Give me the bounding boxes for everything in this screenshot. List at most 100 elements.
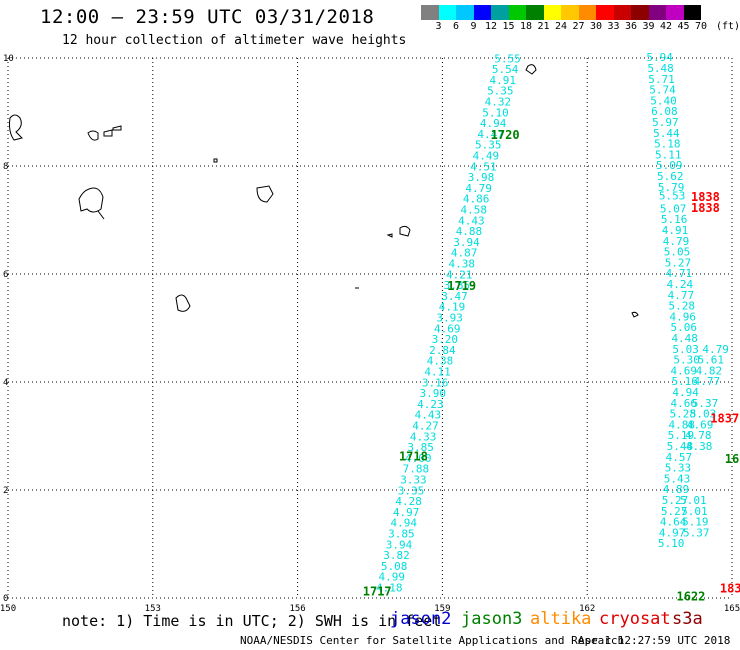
- coastlines: [9, 64, 639, 318]
- colorbar-swatch: [508, 5, 526, 20]
- swh-reading: 5.09: [656, 159, 683, 172]
- x-tick-label: 153: [145, 604, 161, 614]
- pass-time-label: 1622: [676, 590, 705, 604]
- swh-reading: 5.05: [664, 246, 691, 259]
- map-note: note: 1) Time is in UTC; 2) SWH is in fe…: [62, 612, 442, 630]
- swh-reading: 5.28: [670, 408, 697, 421]
- swh-reading: 4.88: [456, 225, 483, 238]
- swh-reading: 5.53: [659, 189, 686, 202]
- swh-reading: 5.01: [681, 505, 708, 518]
- pass-time-label: 1720: [491, 128, 520, 142]
- swh-reading: 4.00: [405, 452, 432, 465]
- colorbar-tick-label: 27: [572, 21, 585, 32]
- swh-reading: 5.37: [683, 526, 710, 539]
- swh-reading: 3.94: [386, 538, 413, 551]
- swh-reading: 4.43: [415, 409, 442, 422]
- swh-reading: 4.23: [417, 398, 444, 411]
- pass-time-label: 183: [720, 582, 740, 596]
- swh-reading: 5.35: [475, 139, 502, 152]
- swh-reading: 3.93: [436, 312, 463, 325]
- colorbar-swatch: [631, 5, 649, 20]
- swh-reading: 4.89: [663, 483, 690, 496]
- colorbar-tick-label: 3: [435, 21, 442, 32]
- colorbar-swatch: [526, 5, 544, 20]
- pass-time-label: 1719: [447, 279, 476, 293]
- colorbar-tick-label: 24: [554, 21, 568, 32]
- colorbar-tick-label: 12: [484, 21, 498, 32]
- colorbar-swatch: [438, 5, 456, 20]
- colorbar-swatch: [491, 5, 509, 20]
- swh-reading: 4.19: [439, 301, 466, 314]
- swh-reading: 4.86: [463, 193, 490, 206]
- pass-time-label: 1717: [363, 584, 392, 598]
- swh-reading: 5.27: [665, 256, 692, 269]
- y-tick-label: 2: [3, 486, 8, 496]
- swh-reading: 3.47: [441, 290, 468, 303]
- swh-reading: 5.03: [672, 343, 699, 356]
- swh-reading: 4.51: [470, 160, 497, 173]
- swh-reading: 4.94: [391, 517, 418, 530]
- swh-reading: 2.84: [429, 344, 456, 357]
- swh-reading: 5.43: [664, 472, 691, 485]
- swh-reading: 4.97: [659, 526, 686, 539]
- swh-reading: 4.96: [670, 310, 697, 323]
- y-tick-label: 10: [3, 54, 14, 64]
- island-outline: [78, 187, 104, 213]
- swh-reading: 4.69: [670, 364, 697, 377]
- swh-reading: 5.19: [682, 516, 709, 529]
- swh-reading: 4.58: [461, 204, 488, 217]
- colorbar-swatch: [543, 5, 561, 20]
- swh-reading: 5.33: [665, 462, 692, 475]
- x-tick-label: 150: [0, 604, 16, 614]
- swh-reading: 5.18: [654, 138, 681, 151]
- swh-reading: 4.18: [376, 582, 403, 595]
- x-tick-label: 162: [579, 604, 595, 614]
- swh-reading: 4.71: [666, 267, 693, 280]
- swh-reading: 5.37: [692, 397, 719, 410]
- swh-reading: 5.11: [655, 148, 682, 161]
- swh-reading: 5.28: [669, 300, 696, 313]
- swh-reading: 3.90: [419, 387, 446, 400]
- swh-reading: 4.82: [696, 364, 723, 377]
- island-outline: [256, 185, 274, 203]
- y-tick-label: 6: [3, 270, 8, 280]
- mission-legend-jason3: jason3: [461, 609, 523, 629]
- swh-reading: 5.61: [698, 354, 725, 367]
- mission-legend-cryosat: cryosat: [599, 609, 671, 629]
- swh-reading: 4.77: [668, 289, 695, 302]
- island-outline: [213, 158, 218, 163]
- swh-reading: 4.27: [412, 420, 439, 433]
- swh-reading: 3.33: [400, 474, 427, 487]
- swh-reading: 3.85: [407, 441, 434, 454]
- swh-reading: 5.44: [653, 127, 680, 140]
- generation-timestamp: Apr 1 12:27:59 UTC 2018: [578, 634, 731, 647]
- swh-reading: 5.19: [668, 429, 695, 442]
- swh-reading: 4.38: [448, 258, 475, 271]
- y-tick-label: 8: [3, 162, 8, 172]
- swh-reading: 5.10: [482, 106, 509, 119]
- colorbar-tick-label: 45: [677, 21, 690, 32]
- colorbar-tick-label: 70: [694, 21, 708, 32]
- swh-reading: 5.06: [670, 321, 697, 334]
- colorbar-tick-label: 9: [470, 21, 477, 32]
- swh-reading: 5.07: [660, 202, 687, 215]
- swh-reading: 4.69: [687, 418, 714, 431]
- island-outline: [175, 294, 191, 312]
- x-tick-label: 156: [289, 604, 305, 614]
- colorbar-tick-label: 39: [642, 21, 655, 32]
- swh-reading: 3.94: [453, 236, 480, 249]
- swh-reading: 5.71: [648, 73, 675, 86]
- colorbar-swatch: [683, 5, 701, 20]
- swh-reading: 5.62: [657, 170, 684, 183]
- mission-legend-altika: altika: [530, 609, 592, 629]
- swh-reading: 5.97: [652, 116, 679, 129]
- swh-reading: 3.20: [432, 333, 459, 346]
- swh-reading: 4.49: [473, 150, 500, 163]
- swh-reading: 4.79: [663, 235, 690, 248]
- swh-reading: 4.66: [670, 397, 697, 410]
- swh-reading: 4.88: [669, 418, 696, 431]
- colorbar-swatch: [561, 5, 579, 20]
- swh-reading: 4.97: [393, 506, 420, 519]
- colorbar-swatch: [613, 5, 631, 20]
- swh-reading: 3.98: [468, 171, 495, 184]
